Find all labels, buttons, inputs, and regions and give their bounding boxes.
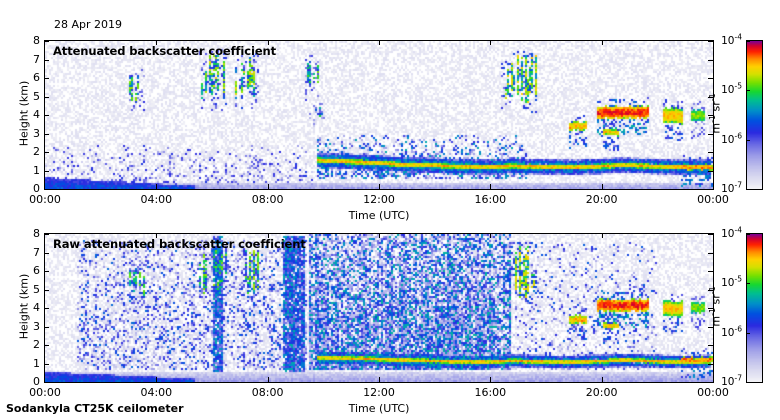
instrument-footer-label: Sodankyla CT25K ceilometer <box>6 402 184 415</box>
y-tick-label: 1 <box>33 163 40 177</box>
x-tick-label: 00:00 <box>697 386 729 399</box>
x-tick-label: 12:00 <box>363 386 395 399</box>
x-tick-label: 00:00 <box>29 386 61 399</box>
x-tick-label: 16:00 <box>474 193 507 206</box>
date-label: 28 Apr 2019 <box>54 18 123 31</box>
panel2-y-axis-label: Height (km) <box>17 273 31 340</box>
colorbar-panel2[interactable] <box>746 233 763 383</box>
x-tick-label: 08:00 <box>251 193 284 206</box>
x-tick-label: 12:00 <box>363 193 395 206</box>
x-tick-label: 08:00 <box>251 386 284 399</box>
x-tick-label: 04:00 <box>140 386 173 399</box>
colorbar-tick-label: 10-7 <box>721 373 742 388</box>
colorbar-tick-label: 10-4 <box>721 225 742 240</box>
y-tick-label: 0 <box>33 375 40 388</box>
y-tick-label: 8 <box>33 34 40 47</box>
y-tick-label: 7 <box>33 245 40 259</box>
panel-attenuated-title: Attenuated backscatter coefficient <box>53 44 277 58</box>
x-tick-label: 04:00 <box>140 193 173 206</box>
x-tick-label: 00:00 <box>29 193 61 206</box>
y-tick-label: 0 <box>33 182 40 195</box>
panel-attenuated-backscatter[interactable]: Attenuated backscatter coefficient <box>44 40 714 190</box>
colorbar-panel1-unit-label: m-1 sr-1 <box>707 93 723 134</box>
panel-raw-title: Raw attenuated backscatter coefficient <box>53 237 306 251</box>
panel1-y-axis-label: Height (km) <box>17 80 31 147</box>
x-tick-label: 16:00 <box>474 386 507 399</box>
y-tick-label: 7 <box>33 52 40 66</box>
panel2-x-axis-label: Time (UTC) <box>348 402 410 415</box>
colorbar-panel1[interactable] <box>746 40 763 190</box>
colorbar-gradient-panel2 <box>747 234 762 382</box>
y-tick-label: 8 <box>33 227 40 240</box>
raw-attenuated-backscatter-heatmap[interactable] <box>45 234 713 382</box>
y-tick-label: 1 <box>33 356 40 370</box>
x-tick-label: 20:00 <box>585 193 618 206</box>
colorbar-gradient-panel1 <box>747 41 762 189</box>
x-tick-label: 20:00 <box>585 386 618 399</box>
x-tick-label: 00:00 <box>697 193 729 206</box>
panel-raw-attenuated-backscatter[interactable]: Raw attenuated backscatter coefficient <box>44 233 714 383</box>
colorbar-tick-label: 10-4 <box>721 32 742 47</box>
panel1-x-axis-label: Time (UTC) <box>348 209 410 222</box>
attenuated-backscatter-heatmap[interactable] <box>45 41 713 189</box>
colorbar-panel2-unit-label: m-1 sr-1 <box>707 286 723 327</box>
colorbar-tick-label: 10-7 <box>721 180 742 195</box>
